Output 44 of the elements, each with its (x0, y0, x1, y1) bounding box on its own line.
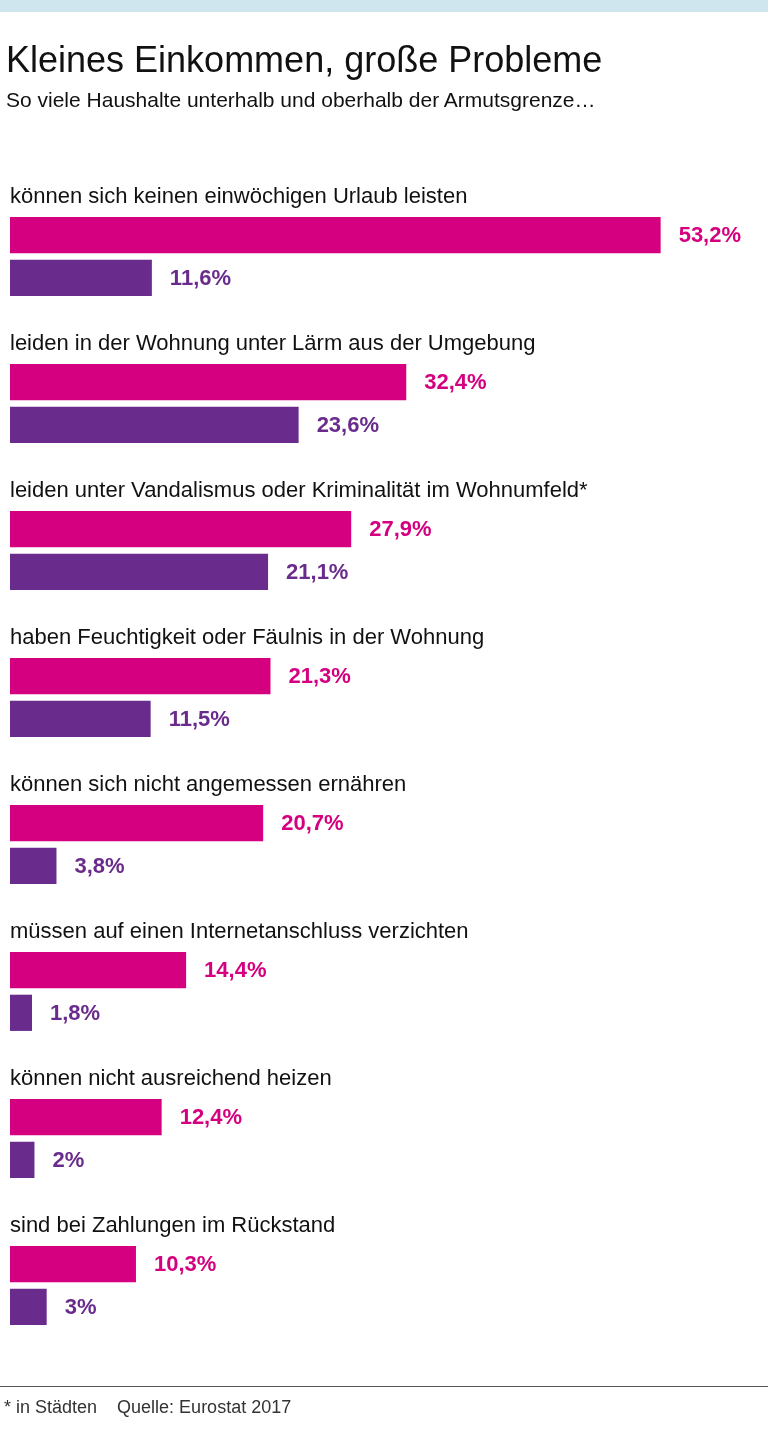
bar (10, 1141, 35, 1178)
data-label: 14,4% (204, 957, 267, 983)
y-tick-label: können sich nicht angemessen ernähren (10, 771, 407, 797)
bar (10, 259, 152, 296)
y-tick-label: sind bei Zahlungen im Rückstand (10, 1212, 336, 1238)
bar (10, 658, 271, 695)
chart-title: Kleines Einkommen, große Probleme (5, 38, 604, 82)
data-label: 3% (64, 1293, 97, 1319)
y-tick-label: müssen auf einen Internetanschluss verzichten (10, 918, 469, 944)
data-label: 1,8% (50, 999, 101, 1025)
text: * in Städten (4, 1397, 98, 1418)
bar (10, 952, 187, 989)
data-label: 27,9% (369, 516, 432, 542)
bar (10, 700, 151, 737)
data-label: 2% (52, 1146, 85, 1172)
bar (10, 1288, 47, 1325)
y-tick-label: leiden unter Vandalismus oder Kriminalität im Wohnumfeld* (10, 477, 589, 503)
data-label: 11,5% (168, 705, 230, 731)
chart-subtitle: So viele Haushalte unterhalb und oberhalb der Armutsgrenze… (5, 87, 597, 113)
y-tick-label: können nicht ausreichend heizen (10, 1065, 332, 1091)
data-label: 20,7% (281, 810, 344, 836)
bar (10, 1099, 162, 1136)
bar (10, 406, 299, 443)
data-label: 10,3% (153, 1251, 217, 1277)
data-label: 21,1% (286, 558, 349, 584)
data-label: 53,2% (678, 222, 742, 248)
bar (10, 511, 352, 548)
data-label: 32,4% (424, 369, 487, 395)
data-label: 11,6% (169, 264, 232, 290)
y-tick-label: können sich keinen einwöchigen Urlaub leisten (10, 183, 468, 209)
bar (10, 364, 407, 401)
bar (10, 217, 661, 254)
y-tick-label: leiden in der Wohnung unter Lärm aus der Umgebung (10, 330, 536, 356)
data-label: 3,8% (74, 852, 125, 878)
bar (10, 994, 33, 1031)
bar (10, 553, 269, 590)
y-tick-label: haben Feuchtigkeit oder Fäulnis in der Wohnung (10, 624, 485, 650)
data-label: 12,4% (179, 1104, 243, 1130)
data-label: 23,6% (316, 411, 380, 437)
bar (10, 805, 264, 842)
data-label: 21,3% (288, 663, 351, 689)
bar (10, 1246, 136, 1283)
bar (10, 847, 57, 884)
source-note: Quelle: Eurostat 2017 (117, 1397, 292, 1418)
